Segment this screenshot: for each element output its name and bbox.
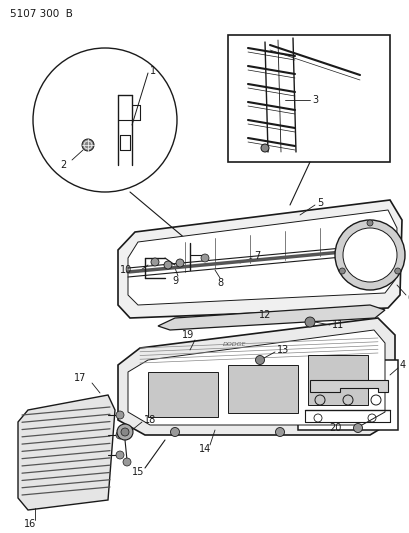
Text: 12: 12 [258, 310, 270, 320]
Text: 1: 1 [150, 66, 156, 76]
Circle shape [123, 458, 131, 466]
Circle shape [304, 317, 314, 327]
Text: 15: 15 [131, 467, 144, 477]
FancyBboxPatch shape [297, 360, 397, 430]
Polygon shape [18, 395, 115, 510]
Text: 13: 13 [276, 345, 288, 355]
Circle shape [116, 431, 124, 439]
Text: 16: 16 [24, 519, 36, 529]
Text: 2: 2 [60, 160, 66, 170]
Ellipse shape [33, 48, 177, 192]
Text: 9: 9 [172, 276, 178, 286]
Polygon shape [118, 318, 394, 435]
Text: 4: 4 [399, 360, 405, 370]
Text: 5: 5 [316, 198, 322, 208]
Circle shape [116, 411, 124, 419]
Polygon shape [118, 200, 401, 318]
Circle shape [121, 428, 129, 436]
Text: 7: 7 [254, 251, 260, 261]
Circle shape [151, 258, 159, 266]
Circle shape [275, 427, 284, 437]
Text: DODGE: DODGE [223, 343, 246, 348]
Text: 14: 14 [198, 444, 211, 454]
Text: 18: 18 [144, 415, 156, 425]
Text: 19: 19 [182, 330, 193, 340]
Circle shape [116, 451, 124, 459]
Circle shape [170, 427, 179, 437]
Circle shape [200, 254, 209, 262]
Polygon shape [157, 305, 384, 330]
Circle shape [255, 356, 264, 365]
FancyBboxPatch shape [148, 372, 218, 417]
Text: 6: 6 [406, 293, 409, 303]
Polygon shape [128, 210, 396, 305]
FancyBboxPatch shape [227, 35, 389, 162]
Circle shape [175, 259, 184, 267]
Circle shape [394, 268, 400, 274]
FancyBboxPatch shape [307, 355, 367, 405]
Circle shape [353, 424, 362, 432]
Polygon shape [128, 330, 384, 425]
Text: 20: 20 [328, 423, 340, 433]
FancyBboxPatch shape [227, 365, 297, 413]
Text: 3: 3 [311, 95, 317, 105]
Text: 17: 17 [74, 373, 86, 383]
Circle shape [334, 220, 404, 290]
Text: 5107 300  B: 5107 300 B [10, 9, 73, 19]
Circle shape [261, 144, 268, 152]
Circle shape [339, 268, 344, 274]
Text: 11: 11 [331, 320, 344, 330]
Text: 8: 8 [216, 278, 222, 288]
Circle shape [342, 228, 396, 282]
Circle shape [164, 261, 172, 269]
Polygon shape [309, 380, 387, 392]
Circle shape [82, 139, 94, 151]
Circle shape [366, 220, 372, 226]
Circle shape [117, 424, 133, 440]
Text: 10: 10 [120, 265, 132, 275]
